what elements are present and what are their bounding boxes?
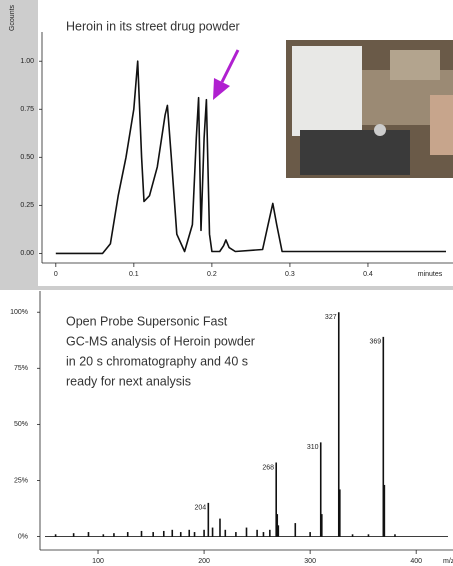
x-tick-label: 400 bbox=[410, 558, 422, 565]
x-tick-label: 0.4 bbox=[363, 271, 373, 278]
annotation-line: in 20 s chromatography and 40 s bbox=[66, 354, 248, 368]
y-tick-label: 100% bbox=[10, 309, 28, 316]
peak-label: 369 bbox=[369, 339, 381, 346]
arrow bbox=[213, 49, 240, 100]
x-tick-label: 100 bbox=[92, 558, 104, 565]
y-tick-label: 25% bbox=[14, 477, 28, 484]
annotation-line: Open Probe Supersonic Fast bbox=[66, 314, 228, 328]
annotation-line: ready for next analysis bbox=[66, 374, 191, 388]
x-tick-label: 200 bbox=[198, 558, 210, 565]
spectrum-panel bbox=[0, 290, 453, 566]
x-tick-label: 0.3 bbox=[285, 271, 295, 278]
peak-label: 268 bbox=[262, 464, 274, 471]
x-tick-label: 0.1 bbox=[129, 271, 139, 278]
photo bbox=[286, 40, 453, 178]
y-tick-label: 75% bbox=[14, 365, 28, 372]
x-axis-label: minutes bbox=[418, 271, 443, 278]
x-tick-label: 0.2 bbox=[207, 271, 217, 278]
chart-title: Heroin in its street drug powder bbox=[66, 19, 240, 33]
y-tick-label: 0.75 bbox=[20, 106, 34, 113]
y-tick-label: 0.25 bbox=[20, 202, 34, 209]
x-tick-label: 0 bbox=[54, 271, 58, 278]
peak-label: 204 bbox=[194, 505, 206, 512]
y-tick-label: 0.00 bbox=[20, 250, 34, 257]
y-tick-label: 50% bbox=[14, 421, 28, 428]
x-tick-label: 300 bbox=[304, 558, 316, 565]
y-axis-label: Gcounts bbox=[9, 4, 16, 31]
peak-label: 327 bbox=[325, 314, 337, 321]
y-tick-label: 0.50 bbox=[20, 154, 34, 161]
peak-label: 310 bbox=[307, 444, 319, 451]
annotation-line: GC-MS analysis of Heroin powder bbox=[66, 334, 255, 348]
x-axis-label: m/z bbox=[443, 558, 453, 565]
y-tick-label: 0% bbox=[18, 533, 28, 540]
chromatogram-line bbox=[55, 60, 446, 255]
y-tick-label: 1.00 bbox=[20, 58, 34, 65]
